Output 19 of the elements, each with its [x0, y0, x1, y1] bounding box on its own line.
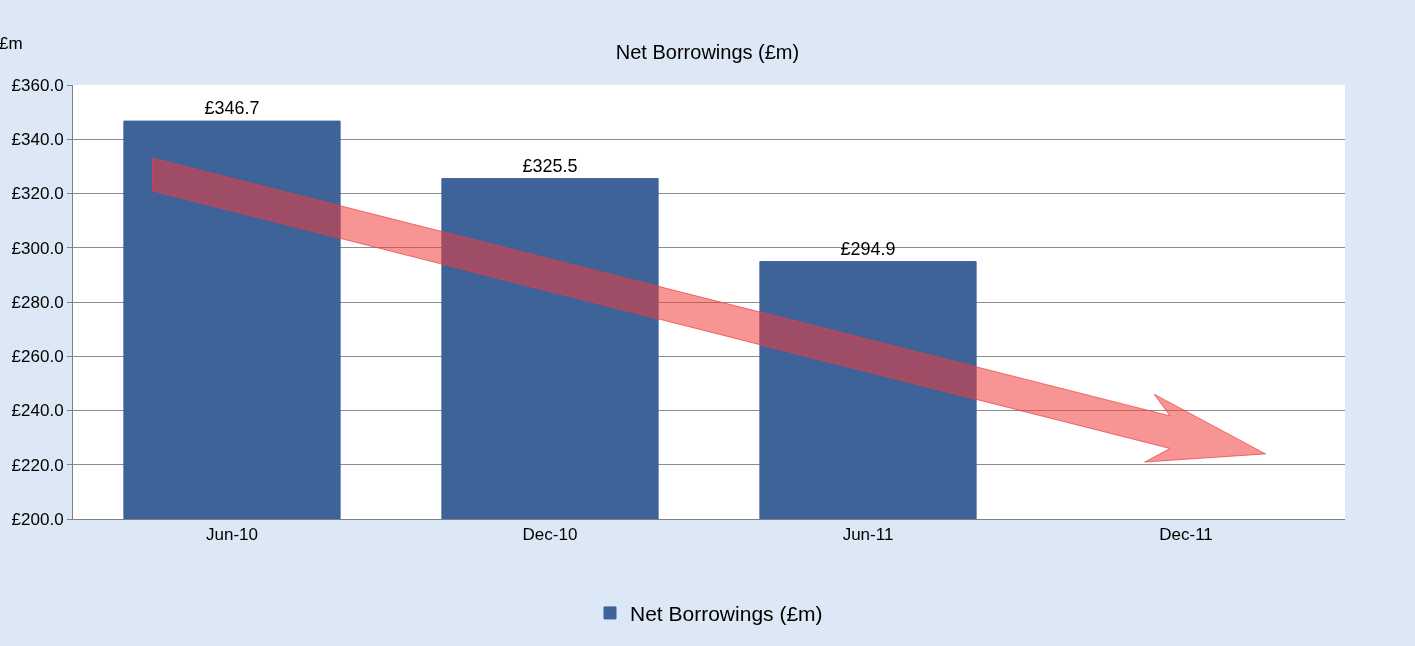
x-tick-label: Dec-10: [522, 525, 578, 545]
y-tick-label: £320.0: [11, 184, 64, 204]
x-tick-label: Dec-11: [1159, 525, 1213, 545]
data-label: £294.9: [840, 238, 896, 259]
y-tick-label: £200.0: [11, 509, 64, 529]
x-tick-label: Jun-10: [206, 525, 258, 545]
y-tick-label: £360.0: [11, 75, 64, 95]
y-tick-label: £260.0: [11, 347, 64, 367]
data-label: £346.7: [204, 98, 260, 119]
y-tick-label: £220.0: [11, 455, 64, 475]
y-tick-label: £340.0: [11, 130, 64, 150]
chart-title: Net Borrowings (£m): [615, 41, 800, 64]
data-label: £325.5: [522, 155, 578, 176]
legend-label: Net Borrowings (£m): [630, 602, 823, 626]
y-tick-label: £240.0: [11, 401, 64, 421]
y-tick-label: £280.0: [11, 292, 64, 312]
y-axis-title: £m: [0, 34, 23, 53]
y-tick-label: £300.0: [11, 238, 64, 258]
x-tick-label: Jun-11: [842, 525, 894, 545]
